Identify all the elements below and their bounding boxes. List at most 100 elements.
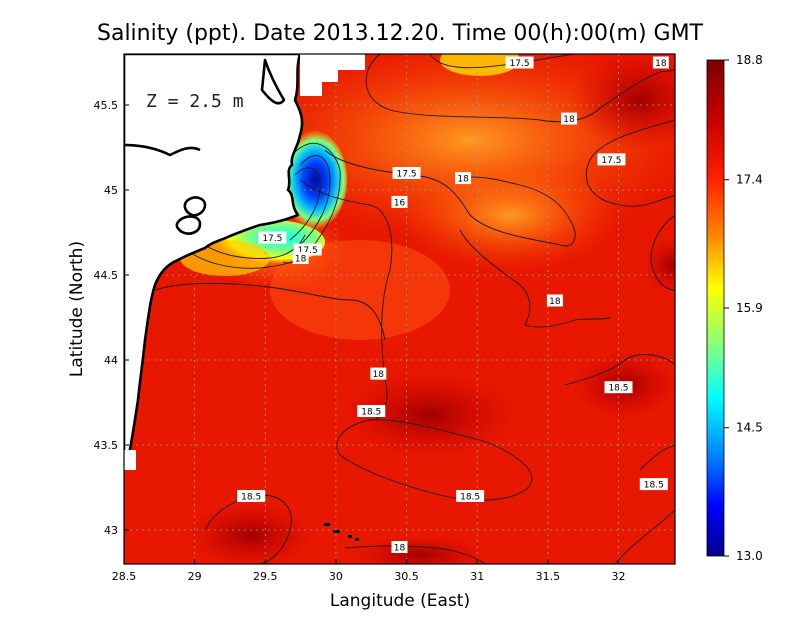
map-plot-area: Z = 2.5 m 17.5 181817.517.5181617.517.518… (124, 54, 675, 564)
contour-label-bg (639, 478, 668, 491)
east-high-salinity (570, 54, 675, 150)
contour-coastal-175 (184, 247, 301, 269)
contour-sw-185 (204, 494, 292, 564)
contour-label-bg (391, 195, 408, 208)
south-high (350, 535, 490, 564)
y-tick-label: 43 (104, 524, 118, 537)
y-tick-label: 44 (104, 354, 118, 367)
contour-label: 18 (563, 115, 575, 125)
contour-label-bg (455, 172, 472, 185)
x-tick-label: 31 (470, 570, 484, 583)
y-tick-label: 44.5 (94, 269, 119, 282)
landmass (124, 54, 304, 472)
plot-frame (123, 53, 676, 565)
contour-plume-ring-3 (289, 167, 321, 241)
contour-plume-ring-2 (299, 155, 331, 246)
y-axis-ticks: 45.5 45 44.5 44 43.5 43 (94, 99, 129, 537)
contour-label-bg (456, 490, 485, 502)
colorbar-tick-label: 18.8 (736, 53, 763, 67)
contour-label: 17.5 (262, 234, 282, 244)
east-edge-high (642, 235, 675, 295)
contour-18-long (299, 179, 393, 421)
central-high (340, 370, 520, 460)
top-yellow-patch (440, 54, 520, 76)
mask-cell (124, 450, 136, 470)
central-orange-patch (270, 240, 450, 340)
y-tick-label: 45 (104, 184, 118, 197)
mask-cell (300, 54, 365, 70)
southwest-high (185, 500, 315, 564)
contour-label: 17.5 (601, 156, 621, 166)
island-speck (324, 523, 330, 526)
northeast-orange-plume (400, 160, 620, 270)
contour-label-bg (604, 381, 633, 394)
contour-south-18-loop (336, 419, 533, 501)
colorbar-tick-label: 15.9 (736, 301, 763, 315)
contour-label-bg (357, 405, 386, 417)
contour-label: 17.5 (298, 246, 318, 256)
mask-cell (300, 70, 338, 82)
contour-label-bg (597, 153, 626, 166)
contour-label-bg (652, 56, 669, 69)
contour-label-bg (258, 231, 287, 244)
contour-southwest-coast-18 (154, 282, 386, 341)
contour-label-bg (505, 56, 534, 69)
peninsula-north (260, 58, 286, 105)
contour-label: 18.5 (644, 481, 664, 491)
contour-label: 17.5 (397, 170, 417, 180)
colorbar-tick-label: 13.0 (736, 549, 763, 563)
contour-label: 18 (394, 544, 406, 554)
x-tick-label: 32 (611, 570, 625, 583)
contour-label-bg (561, 112, 578, 125)
island-speck (348, 535, 352, 538)
contour-east-18-loop (585, 119, 675, 207)
contour-se-185 (564, 354, 675, 386)
contour-label: 18 (655, 59, 667, 69)
contour-label: 16 (394, 198, 406, 208)
contour-label-bg (546, 294, 563, 307)
x-tick-label: 29 (188, 570, 202, 583)
inland-lake-2 (175, 215, 202, 235)
contour-18-east (459, 229, 611, 328)
y-tick-label: 45.5 (94, 99, 119, 112)
contour-label: 18.5 (241, 493, 261, 503)
contour-label-bg (370, 367, 387, 380)
colorbar-tick-label: 17.4 (736, 173, 763, 187)
inland-lake-1 (183, 196, 207, 217)
x-tick-label: 29.5 (253, 570, 278, 583)
colorbar (706, 59, 725, 557)
contour-label: 18.5 (460, 493, 480, 503)
y-tick-label: 43.5 (94, 439, 119, 452)
contour-label: 18 (549, 297, 561, 307)
x-tick-label: 31.5 (536, 570, 561, 583)
contour-label-bg (237, 490, 266, 502)
contour-label: 17.5 (510, 59, 530, 69)
contour-label: 18 (373, 370, 385, 380)
river-mouth-line (124, 143, 201, 157)
colorbar-ticks: 18.8 17.4 15.9 14.5 13.0 (724, 53, 763, 563)
x-axis-label: Langitude (East) (330, 591, 470, 611)
contour-label: 18.5 (608, 384, 628, 394)
contour-label-bg (292, 252, 309, 264)
map-title: Salinity (ppt). Date 2013.12.20. Time 00… (97, 21, 704, 46)
depth-label: Z = 2.5 m (146, 91, 244, 112)
island-speck (355, 538, 359, 541)
contour-east-edge (650, 214, 675, 291)
contour-label-bg (391, 541, 408, 553)
x-tick-label: 30 (329, 570, 343, 583)
x-axis-ticks: 28.5 29 29.5 30 30.5 31 31.5 32 (112, 559, 625, 583)
contour-label: 18 (457, 175, 469, 185)
y-axis-label: Latitude (North) (67, 241, 87, 377)
mask-cell (300, 82, 322, 96)
contour-label: 18.5 (361, 408, 381, 418)
island-speck (333, 530, 340, 533)
contour-label-bg (392, 167, 421, 179)
contour-se-185-b (639, 444, 675, 471)
contour-labels: 17.5 181817.517.5181617.517.518181818.518… (237, 56, 669, 554)
x-tick-label: 30.5 (394, 570, 419, 583)
contour-ne-18 (365, 54, 675, 123)
x-tick-label: 28.5 (112, 570, 137, 583)
contour-label: 18 (295, 255, 307, 265)
colorbar-tick-label: 14.5 (736, 421, 763, 435)
contour-far-se (614, 509, 675, 564)
